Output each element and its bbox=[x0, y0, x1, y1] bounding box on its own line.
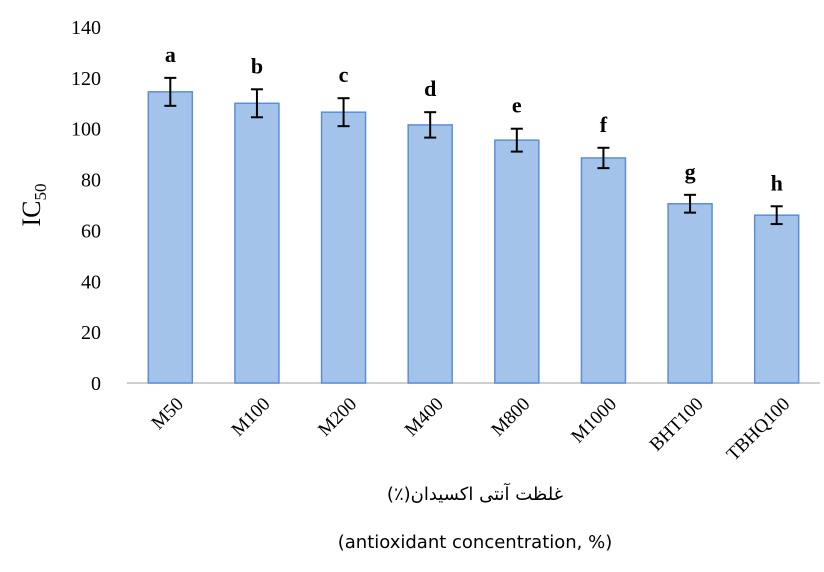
y-axis-label: IC50 bbox=[17, 184, 50, 227]
x-axis-label-english: (antioxidant concentration, %) bbox=[338, 532, 613, 553]
category-label: M1000 bbox=[567, 394, 621, 448]
error-bar bbox=[770, 205, 783, 226]
y-tick-label: 60 bbox=[81, 220, 101, 242]
significance-label: c bbox=[339, 62, 349, 87]
y-axis-label-subscript: 50 bbox=[31, 184, 50, 201]
significance-labels-group: a b c d e f g h bbox=[165, 42, 783, 195]
category-label: M100 bbox=[228, 394, 275, 441]
error-bar bbox=[164, 76, 177, 107]
category-label: BHT100 bbox=[646, 394, 708, 456]
error-bar bbox=[684, 193, 697, 214]
x-axis-label-persian: غلظت آنتی اکسیدان(٪) bbox=[387, 482, 563, 505]
category-label: M800 bbox=[487, 394, 534, 441]
error-bars-group bbox=[164, 76, 783, 226]
significance-label: f bbox=[600, 112, 608, 137]
error-bar bbox=[337, 97, 350, 128]
category-label: M200 bbox=[314, 394, 361, 441]
significance-label: d bbox=[424, 76, 436, 101]
y-tick-label: 20 bbox=[81, 322, 101, 344]
y-tick-label: 100 bbox=[71, 119, 101, 141]
category-label: M400 bbox=[401, 394, 448, 441]
y-tick-label: 0 bbox=[91, 373, 101, 395]
significance-label: a bbox=[165, 42, 176, 67]
bar bbox=[407, 124, 453, 384]
y-tick-label: 140 bbox=[71, 17, 101, 39]
error-bar bbox=[424, 111, 437, 139]
significance-label: g bbox=[685, 159, 696, 184]
significance-label: h bbox=[771, 170, 783, 195]
y-tick-label: 40 bbox=[81, 271, 101, 293]
bars-group bbox=[147, 91, 800, 384]
y-tick-label: 120 bbox=[71, 68, 101, 90]
y-axis-ticks: 0 20 40 60 80 100 120 140 bbox=[71, 17, 101, 395]
bar bbox=[667, 202, 713, 384]
bar bbox=[320, 111, 367, 384]
bar bbox=[147, 91, 194, 384]
bar bbox=[753, 214, 800, 384]
significance-label: e bbox=[512, 93, 522, 118]
y-tick-label: 80 bbox=[81, 170, 101, 192]
bar bbox=[494, 139, 540, 384]
bar bbox=[234, 102, 280, 384]
error-bar bbox=[510, 127, 523, 153]
error-bar bbox=[597, 146, 610, 170]
bar bbox=[580, 157, 627, 384]
error-bar bbox=[250, 88, 263, 119]
significance-label: b bbox=[251, 53, 263, 78]
category-label: M50 bbox=[148, 394, 188, 434]
category-labels-group: M50 M100 M200 M400 M800 M1000 BHT100 TBHQ100 bbox=[148, 394, 795, 466]
y-axis-label-main: IC bbox=[17, 201, 46, 227]
category-label: TBHQ100 bbox=[723, 394, 795, 466]
